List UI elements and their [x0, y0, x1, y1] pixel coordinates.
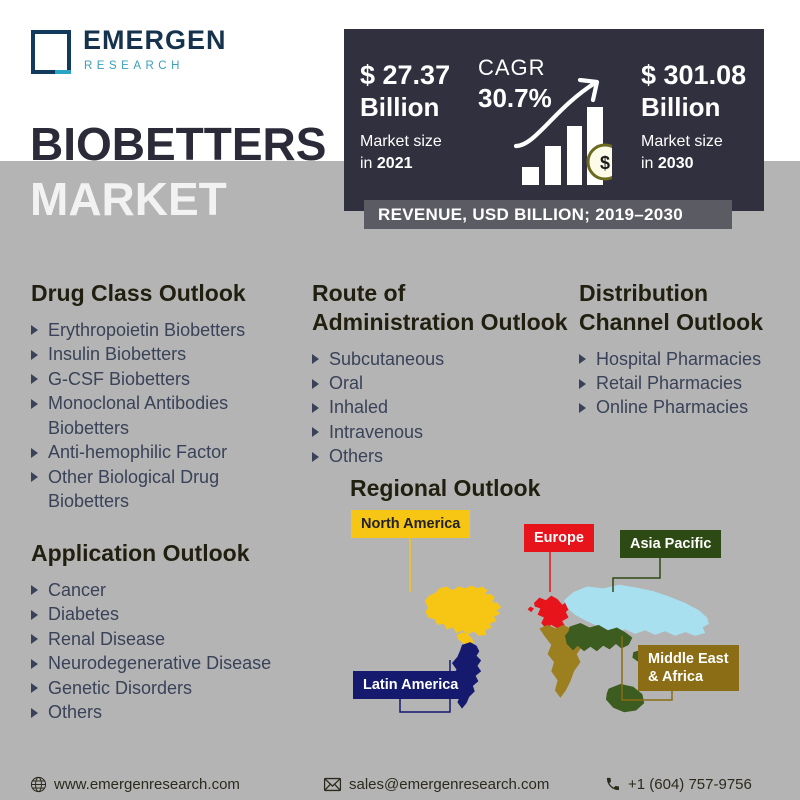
svg-text:$: $ — [600, 153, 610, 173]
